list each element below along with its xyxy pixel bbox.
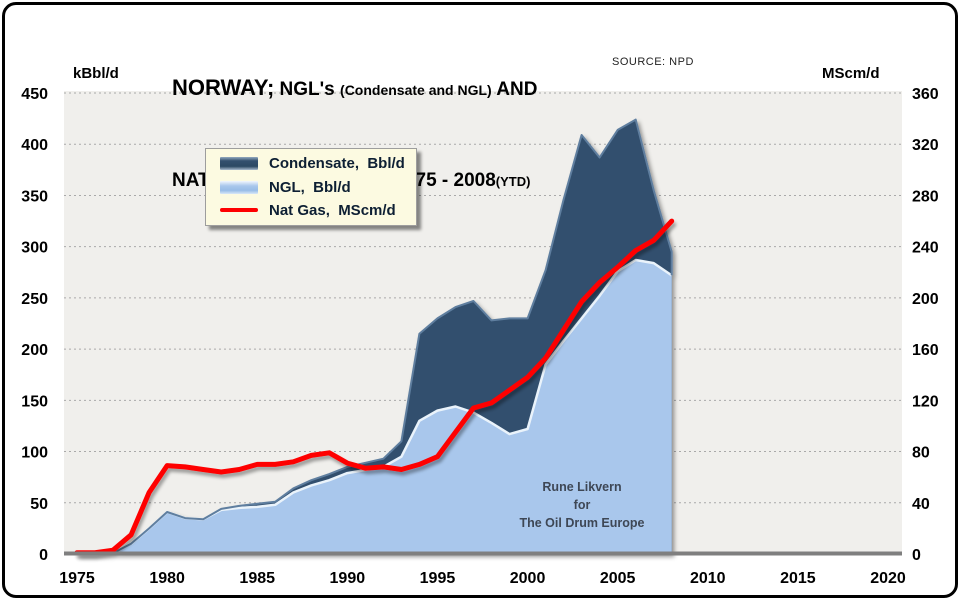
watermark-line-1: Rune Likvern	[542, 480, 622, 494]
legend-label-natgas: Nat Gas, MScm/d	[269, 201, 396, 219]
title-paren: (Condensate and NGL)	[340, 82, 492, 98]
x-axis-tick: 1980	[149, 570, 185, 587]
condensate-area-top-edge	[77, 118, 673, 555]
watermark-line-2: for	[573, 498, 591, 512]
legend-item-ngl: NGL, Bbl/d	[220, 179, 416, 196]
y-axis-right-tick: 160	[912, 342, 939, 359]
title-ytd: (YTD)	[495, 174, 531, 189]
y-axis-right-tick: 120	[912, 393, 939, 410]
y-axis-right-tick: 80	[912, 445, 930, 462]
left-axis-unit: kBbl/d	[73, 65, 119, 82]
x-axis-tick: 1975	[59, 570, 95, 587]
legend: Condensate, Bbl/d NGL, Bbl/d Nat Gas, MS…	[205, 148, 417, 226]
title-ngl: NGL's	[274, 79, 341, 100]
natgas-line	[74, 218, 675, 556]
legend-label-ngl: NGL, Bbl/d	[269, 178, 351, 196]
y-axis-left-tick: 250	[21, 291, 48, 308]
y-axis-right-tick: 320	[912, 137, 939, 154]
natgas-line-icon	[220, 208, 258, 213]
x-axis-tick: 2010	[690, 570, 726, 587]
y-axis-left-tick: 300	[21, 240, 48, 257]
y-axis-right-tick: 40	[912, 496, 930, 513]
y-axis-left-tick: 0	[39, 547, 48, 564]
y-axis-left-tick: 100	[21, 445, 48, 462]
y-axis-right-tick: 240	[912, 240, 939, 257]
y-axis-left-tick: 400	[21, 137, 48, 154]
x-axis-tick: 2015	[780, 570, 816, 587]
y-axis-right-tick: 280	[912, 188, 939, 205]
x-axis-tick: 2000	[510, 570, 546, 587]
ngl-swatch-icon	[220, 180, 258, 194]
legend-item-natgas: Nat Gas, MScm/d	[220, 202, 416, 219]
watermark: Rune Likvern for The Oil Drum Europe	[482, 478, 682, 532]
legend-label-condensate: Condensate, Bbl/d	[269, 155, 405, 173]
watermark-line-3: The Oil Drum Europe	[519, 516, 645, 530]
y-axis-left-tick: 50	[30, 496, 48, 513]
y-axis-left-tick: 450	[21, 86, 48, 103]
ngl-area	[77, 260, 672, 554]
condensate-swatch-icon	[220, 157, 258, 171]
y-axis-left-tick: 200	[21, 342, 48, 359]
y-axis-right-tick: 200	[912, 291, 939, 308]
source-label: SOURCE: NPD	[612, 56, 694, 68]
x-axis-tick: 1985	[239, 570, 275, 587]
x-axis-tick: 2020	[870, 570, 906, 587]
title-and: AND	[491, 79, 538, 100]
x-axis-tick: 1995	[420, 570, 456, 587]
x-axis-tick: 1990	[330, 570, 366, 587]
right-axis-unit: MScm/d	[822, 65, 880, 82]
x-axis-tick: 2005	[600, 570, 636, 587]
legend-item-condensate: Condensate, Bbl/d	[220, 155, 416, 172]
title-line-1: NORWAY; NGL's (Condensate and NGL) AND	[172, 73, 537, 106]
title-country: NORWAY;	[172, 75, 275, 100]
y-axis-right-tick: 360	[912, 86, 939, 103]
y-axis-left-tick: 150	[21, 393, 48, 410]
y-axis-right-tick: 0	[912, 547, 921, 564]
y-axis-left-tick: 350	[21, 188, 48, 205]
